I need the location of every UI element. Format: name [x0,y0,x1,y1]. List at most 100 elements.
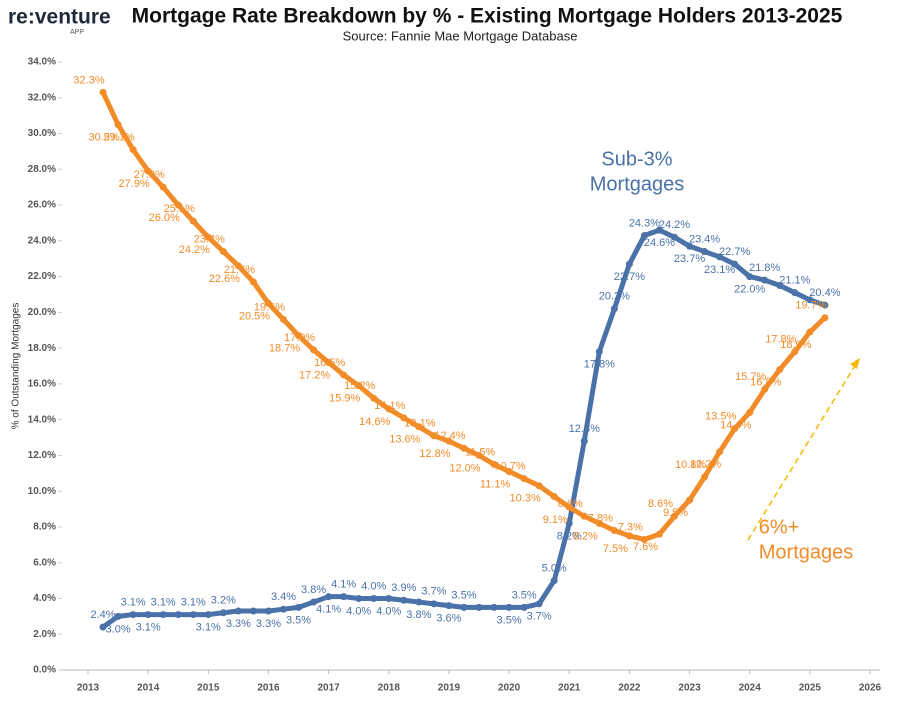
data-label: 8.6% [648,498,673,510]
y-tick-label: 2.0% [33,629,56,640]
data-label: 17.2% [299,369,330,381]
point [325,358,333,366]
point [340,593,348,601]
data-label: 16.5% [314,357,345,369]
data-label: 12.4% [434,430,465,442]
data-label: 14.1% [374,400,405,412]
y-tick-label: 22.0% [28,271,56,282]
point [821,301,829,309]
data-label: 17.8% [765,334,796,346]
data-label: 3.7% [421,586,446,598]
point [746,408,754,416]
point [806,296,814,304]
point [610,305,618,313]
data-label: 8.2% [557,530,582,542]
data-label: 32.3% [73,74,104,86]
data-label: 18.7% [269,343,300,355]
point [129,611,137,619]
point [655,530,663,538]
logo-sub: APP [70,29,84,36]
point [219,248,227,256]
data-label: 7.8% [588,512,613,524]
y-tick-label: 10.0% [28,486,56,497]
point [520,603,528,611]
point [249,278,257,286]
data-label: 3.1% [136,621,161,633]
data-label: 8.2% [573,530,598,542]
y-tick-label: 24.0% [28,235,56,246]
data-label: 3.5% [451,589,476,601]
point [550,493,558,501]
point [776,366,784,374]
plot: 0.0% 2.0% 4.0% 6.0% 8.0% 10.0% 12.0% 14.0% 16.0%… [28,57,882,694]
point [686,242,694,250]
y-axis-label: % of Outstanding Mortgages [11,303,22,430]
data-label: 13.6% [389,434,420,446]
data-label: 17.8% [584,359,615,371]
point [234,262,242,270]
point [610,527,618,535]
data-label: 22.7% [614,271,645,283]
point [791,289,799,297]
point [580,437,588,445]
point [415,423,423,431]
x-tick-label: 2014 [137,683,160,694]
point [746,273,754,281]
point [280,605,287,613]
data-label: 12.0% [449,462,480,474]
point [325,593,333,601]
y-tick-label: 18.0% [28,343,56,354]
y-tick-label: 6.0% [33,557,56,568]
chart-subtitle: Source: Fannie Mae Mortgage Database [343,28,578,43]
data-label: 13.5% [705,410,736,422]
data-label: 3.7% [527,611,552,623]
point [99,623,107,631]
point [445,602,453,610]
point [716,448,724,456]
y-tick-label: 8.0% [33,522,56,533]
point [625,260,633,268]
point [159,611,167,619]
data-label: 23.4% [689,233,720,245]
data-label: 25.1% [164,203,195,215]
data-label: 3.3% [256,618,281,630]
data-label: 19.7% [795,300,826,312]
data-label: 22.7% [719,246,750,258]
data-label: 13.1% [404,418,435,430]
data-label: 26.0% [149,212,180,224]
data-label: 9.1% [543,514,568,526]
point [114,121,122,129]
data-label: 14.4% [720,419,751,431]
x-tick-label: 2023 [678,683,701,694]
data-label: 9.5% [663,507,688,519]
point [671,233,678,241]
x-tick-label: 2015 [197,683,220,694]
data-label: 12.8% [419,448,450,460]
point [520,475,528,483]
data-label: 23.7% [674,253,705,265]
point [565,503,573,511]
y-tick-label: 0.0% [33,665,56,676]
data-label: 3.8% [301,584,326,596]
point [475,451,483,459]
point [144,611,152,619]
data-label: 4.0% [346,605,371,617]
data-label: 4.1% [331,579,356,591]
y-tick-label: 34.0% [28,57,56,68]
data-label: 3.3% [226,618,251,630]
point [731,260,739,268]
data-label: 19.6% [254,301,285,313]
y-tick-label: 28.0% [28,164,56,175]
point [400,596,408,604]
x-tick-label: 2026 [859,683,882,694]
data-label: 20.2% [599,291,630,303]
point [400,414,408,422]
point [550,577,558,585]
point [234,607,242,615]
data-label: 3.5% [497,614,522,626]
point [716,253,724,261]
point [189,611,197,619]
point [625,532,633,540]
